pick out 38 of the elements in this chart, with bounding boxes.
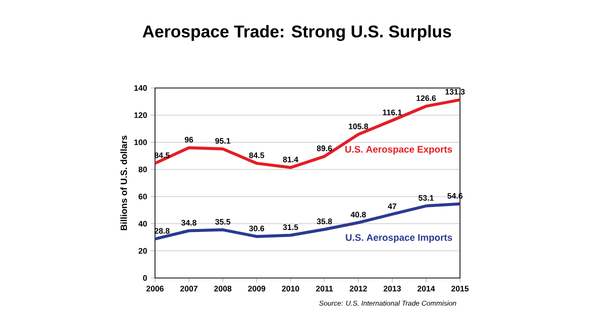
data-label: 34.8: [181, 220, 196, 226]
y-tick-label: 80: [138, 166, 147, 172]
data-label: 95.1: [215, 138, 230, 144]
data-label: 40.8: [350, 212, 366, 218]
y-tick-label: 0: [143, 275, 147, 281]
x-tick-label: 2013: [384, 286, 401, 292]
y-tick-label: 140: [134, 85, 147, 91]
x-tick-label: 2006: [146, 286, 164, 292]
data-label: 116.1: [382, 110, 402, 116]
data-label: 96: [184, 136, 194, 143]
data-label: 81.4: [283, 156, 298, 162]
data-label: 53.1: [418, 195, 434, 201]
y-axis-title: Billions of U.S. dollars: [120, 136, 127, 230]
data-label: 105.8: [348, 124, 368, 130]
data-label: 47: [388, 204, 396, 210]
data-label: 126.6: [416, 95, 436, 101]
series-label: U.S. Aerospace Exports: [345, 146, 452, 155]
x-tick-label: 2007: [180, 286, 198, 292]
chart-title: Aerospace Trade: Strong U.S. Surplus: [142, 25, 452, 41]
x-tick-label: 2010: [282, 286, 300, 292]
series-label: U.S. Aerospace Imports: [346, 234, 452, 243]
x-tick-label: 2015: [451, 286, 469, 292]
y-tick-label: 100: [134, 139, 147, 146]
x-tick-label: 2014: [417, 286, 435, 292]
data-label: 35.5: [215, 218, 230, 225]
data-label: 30.6: [249, 226, 264, 232]
x-tick-label: 2009: [248, 286, 266, 292]
data-label: 89.6: [316, 146, 332, 152]
y-tick-label: 20: [138, 248, 147, 254]
x-tick-label: 2012: [350, 286, 367, 292]
x-tick-label: 2008: [214, 286, 232, 292]
y-tick-label: 120: [134, 112, 147, 118]
y-tick-label: 40: [138, 220, 147, 227]
y-tick-label: 60: [138, 194, 147, 200]
x-tick-label: 2011: [316, 286, 333, 292]
data-label: 31.5: [282, 224, 298, 230]
data-label: 35.8: [316, 218, 332, 224]
data-label: 84.5: [249, 152, 264, 158]
